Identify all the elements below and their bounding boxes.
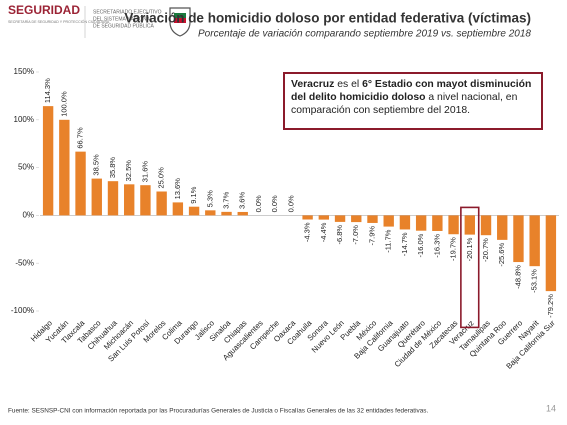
y-tick-label: 100% (14, 115, 34, 124)
value-label: -7.9% (367, 226, 376, 246)
bar (172, 202, 184, 216)
bar (383, 215, 394, 227)
bar (513, 215, 524, 263)
value-label: -4.4% (319, 222, 328, 242)
value-label: 100.0% (59, 91, 68, 117)
value-label: 31.6% (140, 161, 149, 183)
bar (140, 185, 151, 216)
y-tick-label: -100% (11, 306, 34, 315)
value-label: 35.8% (108, 157, 117, 179)
value-label: 25.0% (157, 167, 166, 189)
bar (124, 184, 135, 216)
value-label: -48.8% (513, 265, 522, 289)
value-label: -16.3% (432, 234, 441, 258)
brand-sub: SECRETARÍA DE SEGURIDAD Y PROTECCIÓN CIU… (8, 19, 110, 24)
value-label: -20.1% (465, 237, 474, 261)
bar (188, 206, 200, 216)
bar (399, 215, 411, 230)
value-label: -20.7% (481, 238, 490, 262)
value-label: 38.5% (92, 154, 101, 176)
bar (529, 215, 540, 267)
value-label: 9.1% (189, 186, 198, 203)
annotation-text: es el (334, 79, 363, 90)
value-label: 0.0% (270, 195, 279, 212)
bar (480, 215, 492, 236)
annotation: Veracruz es el 6° Estadio con mayot dism… (283, 72, 543, 130)
value-label: 3.7% (222, 191, 231, 208)
value-label: -14.7% (400, 232, 409, 256)
value-label: 66.7% (76, 127, 85, 149)
bar (91, 178, 102, 216)
bar (415, 215, 427, 231)
chart-title: Variación de homicidio doloso por entida… (124, 11, 531, 26)
value-label: -11.7% (384, 229, 393, 253)
highlight-box (460, 206, 480, 329)
value-label: 5.3% (205, 190, 214, 207)
bar (75, 151, 86, 216)
value-label: 32.5% (124, 160, 133, 182)
bar (237, 211, 248, 216)
agency-line: DEL SISTEMA NACIONAL (93, 16, 153, 22)
y-tick-label: 150% (14, 67, 34, 76)
value-label: -79.2% (546, 294, 555, 318)
value-label: 0.0% (254, 195, 263, 212)
bar (42, 106, 54, 216)
agency-line: SECRETARIADO EJECUTIVO (93, 9, 162, 15)
value-label: 13.6% (173, 178, 182, 200)
y-tick-label: 0% (22, 211, 34, 220)
bar (367, 215, 378, 223)
source: Fuente: SESNSP-CNI con información repor… (8, 408, 428, 415)
annotation-text: 6° Estadio con mayot disminución del del… (291, 79, 532, 103)
value-label: 0.0% (286, 195, 295, 212)
value-label: -7.0% (351, 225, 360, 245)
value-label: -6.8% (335, 225, 344, 245)
bar (432, 215, 443, 231)
value-label: -16.0% (416, 233, 425, 257)
bar (221, 211, 232, 216)
bar (205, 210, 216, 216)
bar (318, 215, 330, 220)
bar (107, 181, 119, 216)
bar (448, 215, 459, 235)
annotation-text: a nivel nacional, en comparación con sep… (291, 92, 518, 116)
value-label: -25.6% (497, 243, 506, 267)
bar (302, 215, 313, 220)
value-label: 3.6% (238, 192, 247, 209)
bar (334, 215, 346, 222)
chart-subtitle: Porcentaje de variación comparando septi… (198, 29, 531, 40)
y-tick-label: 50% (18, 163, 34, 172)
bar (545, 215, 557, 292)
bar (464, 215, 475, 235)
y-tick-label: -50% (15, 258, 34, 267)
value-label: -53.1% (530, 269, 539, 293)
bar (351, 215, 362, 223)
value-label: -4.3% (303, 222, 312, 242)
page-number: 14 (546, 403, 556, 413)
brand: SEGURIDAD (8, 3, 80, 17)
value-label: -19.7% (449, 237, 458, 261)
value-label: 114.3% (43, 78, 52, 103)
annotation-text: Veracruz (291, 79, 335, 90)
bar (497, 215, 508, 240)
bar (59, 119, 70, 216)
agency-line: DE SEGURIDAD PÚBLICA (93, 22, 155, 29)
bar (156, 191, 167, 216)
